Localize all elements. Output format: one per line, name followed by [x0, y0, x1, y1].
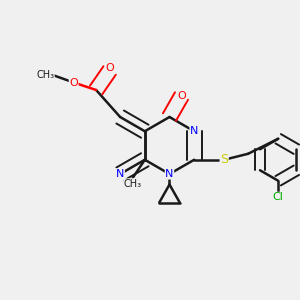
Text: O: O [69, 77, 78, 88]
Text: O: O [177, 91, 186, 101]
Text: N: N [116, 169, 124, 179]
Text: CH₃: CH₃ [124, 179, 142, 189]
Text: N: N [165, 169, 174, 179]
Text: N: N [190, 126, 198, 136]
Text: O: O [105, 62, 114, 73]
Text: S: S [220, 153, 228, 166]
Text: CH₃: CH₃ [36, 70, 54, 80]
Text: Cl: Cl [273, 192, 283, 202]
